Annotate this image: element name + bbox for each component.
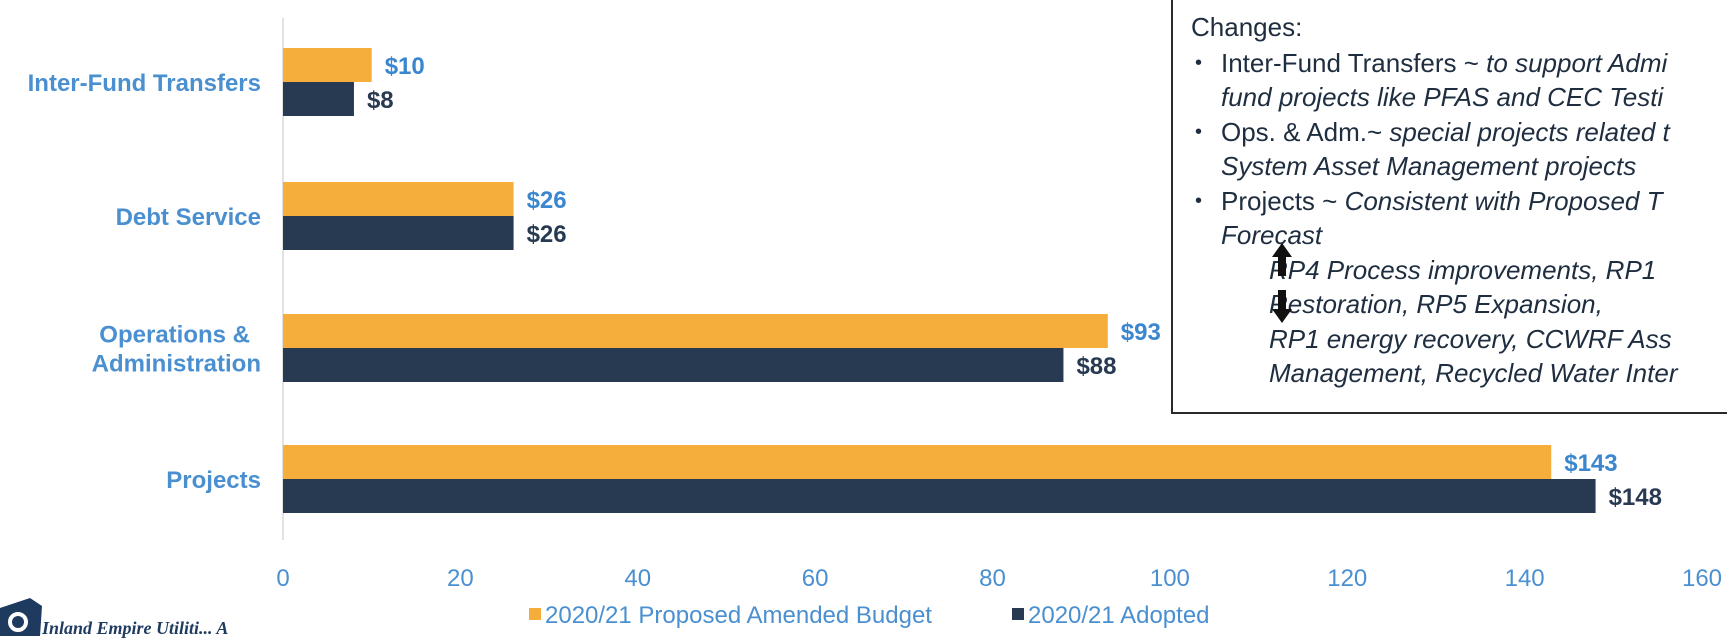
- x-tick-label: 140: [1505, 565, 1545, 592]
- category-label-inter-fund-transfers: Inter-Fund Transfers: [28, 70, 261, 97]
- bar-operations-administration-adopted: [283, 348, 1064, 382]
- x-tick-label: 60: [802, 565, 829, 592]
- value-label-debt-service-adopted: $26: [527, 221, 567, 248]
- bullet-detail: to support Admi: [1486, 47, 1668, 78]
- value-label-projects-proposed: $143: [1564, 450, 1617, 477]
- projects-sub-line: RP1 energy recovery, CCWRF Ass: [1269, 323, 1672, 354]
- labels-layer: $10 $8 Inter-Fund Transfers $26 $26 Debt Serv…: [28, 53, 1662, 511]
- value-label-operations-administration-proposed: $93: [1121, 319, 1161, 346]
- legend-swatch-adopted: [1012, 608, 1024, 620]
- arrow-down-icon: [1272, 309, 1292, 323]
- bullet-detail: special projects related t: [1389, 116, 1670, 147]
- bullet-detail: fund projects like PFAS and CEC Testi: [1221, 82, 1664, 112]
- bar-projects-adopted: [283, 479, 1596, 513]
- projects-sub-line: Management, Recycled Water Inter: [1269, 358, 1678, 388]
- value-label-projects-adopted: $148: [1609, 484, 1662, 511]
- value-label-inter-fund-transfers-adopted: $8: [367, 87, 394, 114]
- changes-bullet-ops: • Ops. & Adm.~ special projects related …: [1191, 115, 1727, 184]
- x-tick-label: 80: [979, 565, 1006, 592]
- legend-swatch-proposed: [529, 608, 541, 620]
- changes-bullet-interfund: • Inter-Fund Transfers ~ to support Admi…: [1191, 46, 1727, 115]
- changes-bullet-projects: • Projects ~ Consistent with Proposed T …: [1191, 184, 1727, 253]
- bullet-detail: System Asset Management projects: [1221, 151, 1637, 181]
- bullet-dot: •: [1195, 189, 1203, 212]
- bullet-lead: Projects ~: [1221, 185, 1345, 216]
- chart-legend: 2020/21 Proposed Amended Budget 2020/21 …: [529, 602, 1210, 629]
- projects-sub-line: RP4 Process improvements, RP1: [1269, 254, 1657, 285]
- value-label-inter-fund-transfers-proposed: $10: [385, 53, 425, 80]
- category-label-operations-administration: Operations &: [99, 322, 250, 349]
- bullet-lead: Inter-Fund Transfers ~: [1221, 47, 1487, 78]
- arrow-down-stem: [1278, 290, 1286, 310]
- bar-debt-service-proposed: [283, 182, 514, 216]
- arrow-up-stem: [1278, 256, 1286, 276]
- value-label-debt-service-proposed: $26: [527, 187, 567, 214]
- changes-heading: Changes:: [1191, 12, 1303, 42]
- legend-label-adopted: 2020/21 Adopted: [1028, 602, 1210, 629]
- x-tick-label: 160: [1682, 565, 1722, 592]
- bullet-dot: •: [1195, 120, 1203, 143]
- category-label-projects: Projects: [166, 467, 261, 494]
- bar-inter-fund-transfers-proposed: [283, 48, 372, 82]
- bars-layer: [283, 48, 1596, 513]
- bar-projects-proposed: [283, 445, 1552, 479]
- x-axis-ticks: 0 20 40 60 80 100 120 140 160: [276, 565, 1722, 592]
- bullet-lead: Ops. & Adm.~: [1221, 116, 1390, 147]
- projects-sub-line: Restoration, RP5 Expansion,: [1269, 289, 1603, 319]
- bullet-dot: •: [1195, 51, 1203, 74]
- bar-operations-administration-proposed: [283, 314, 1108, 348]
- bullet-detail: Consistent with Proposed T: [1344, 185, 1663, 216]
- x-tick-label: 20: [447, 565, 474, 592]
- x-tick-label: 100: [1150, 565, 1190, 592]
- footer-org-name: Inland Empire Utiliti... A: [42, 618, 229, 638]
- changes-note-box: Changes: • Inter-Fund Transfers ~ to sup…: [1171, 0, 1727, 414]
- category-label-operations-administration: Administration: [92, 351, 261, 378]
- bar-debt-service-adopted: [283, 216, 514, 250]
- legend-label-proposed: 2020/21 Proposed Amended Budget: [545, 602, 932, 629]
- value-label-operations-administration-adopted: $88: [1076, 353, 1116, 380]
- arrow-up-icon: [1272, 243, 1292, 257]
- x-tick-label: 40: [624, 565, 651, 592]
- agency-seal-logo: [0, 598, 42, 636]
- x-tick-label: 120: [1327, 565, 1367, 592]
- category-label-debt-service: Debt Service: [116, 204, 261, 231]
- x-tick-label: 0: [276, 565, 289, 592]
- bar-inter-fund-transfers-adopted: [283, 82, 354, 116]
- bullet-detail: Forecast: [1221, 220, 1323, 250]
